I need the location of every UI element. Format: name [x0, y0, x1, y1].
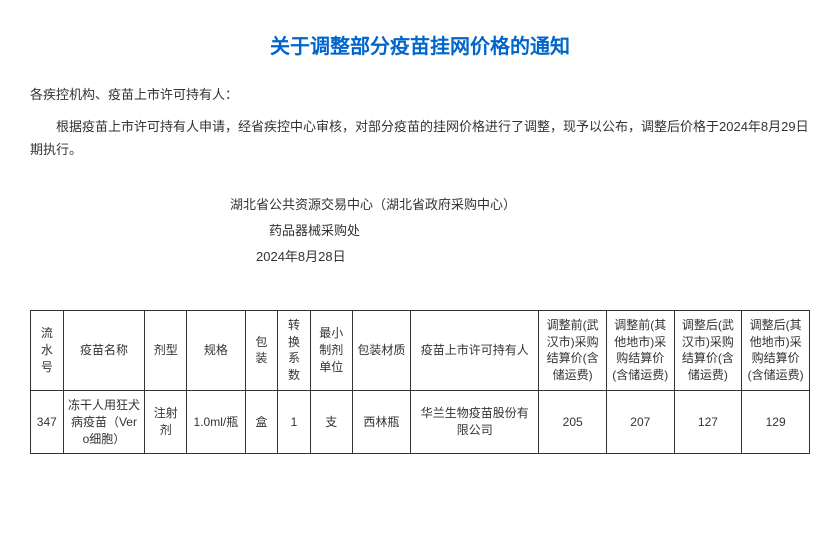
- signature-date: 2024年8月28日: [256, 244, 810, 270]
- notice-body: 根据疫苗上市许可持有人申请，经省疾控中心审核，对部分疫苗的挂网价格进行了调整，现…: [30, 115, 810, 162]
- table-row: 347 冻干人用狂犬病疫苗（Vero细胞） 注射剂 1.0ml/瓶 盒 1 支 …: [31, 390, 810, 453]
- cell-holder: 华兰生物疫苗股份有限公司: [411, 390, 539, 453]
- th-conv: 转换系数: [278, 310, 311, 390]
- th-p3: 调整后(武汉市)采购结算价(含储运费): [674, 310, 742, 390]
- th-p2: 调整前(其他地市)采购结算价(含储运费): [606, 310, 674, 390]
- cell-p2: 207: [606, 390, 674, 453]
- th-name: 疫苗名称: [63, 310, 145, 390]
- th-holder: 疫苗上市许可持有人: [411, 310, 539, 390]
- cell-mat: 西林瓶: [352, 390, 410, 453]
- notice-title: 关于调整部分疫苗挂网价格的通知: [30, 30, 810, 59]
- th-p4: 调整后(其他地市)采购结算价(含储运费): [742, 310, 810, 390]
- cell-pack: 盒: [245, 390, 278, 453]
- th-pack: 包装: [245, 310, 278, 390]
- cell-p1: 205: [539, 390, 607, 453]
- cell-conv: 1: [278, 390, 311, 453]
- cell-spec: 1.0ml/瓶: [187, 390, 245, 453]
- th-serial: 流水号: [31, 310, 64, 390]
- signature-org: 湖北省公共资源交易中心（湖北省政府采购中心）: [230, 192, 810, 218]
- cell-form: 注射剂: [145, 390, 187, 453]
- cell-p4: 129: [742, 390, 810, 453]
- salutation: 各疾控机构、疫苗上市许可持有人：: [30, 84, 810, 103]
- th-spec: 规格: [187, 310, 245, 390]
- signature-dept: 药品器械采购处: [269, 218, 810, 244]
- th-unit: 最小制剂单位: [310, 310, 352, 390]
- signature-block: 湖北省公共资源交易中心（湖北省政府采购中心） 药品器械采购处 2024年8月28…: [230, 192, 810, 270]
- th-p1: 调整前(武汉市)采购结算价(含储运费): [539, 310, 607, 390]
- table-header-row: 流水号 疫苗名称 剂型 规格 包装 转换系数 最小制剂单位 包装材质 疫苗上市许…: [31, 310, 810, 390]
- cell-unit: 支: [310, 390, 352, 453]
- cell-p3: 127: [674, 390, 742, 453]
- th-form: 剂型: [145, 310, 187, 390]
- cell-serial: 347: [31, 390, 64, 453]
- cell-name: 冻干人用狂犬病疫苗（Vero细胞）: [63, 390, 145, 453]
- price-table: 流水号 疫苗名称 剂型 规格 包装 转换系数 最小制剂单位 包装材质 疫苗上市许…: [30, 310, 810, 455]
- th-mat: 包装材质: [352, 310, 410, 390]
